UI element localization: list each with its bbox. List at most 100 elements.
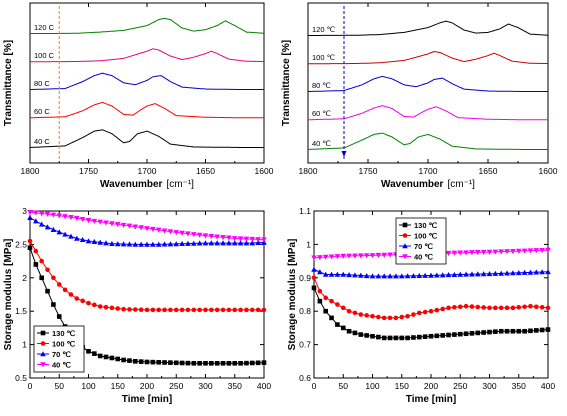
data-point [422, 334, 428, 339]
data-point [352, 272, 358, 278]
data-point [539, 247, 545, 254]
data-point [144, 241, 150, 247]
data-point [504, 305, 510, 311]
x-tick-label: 1700 [138, 166, 157, 176]
data-point [504, 249, 510, 255]
y-tick-label: 1.1 [299, 206, 311, 216]
data-point [510, 328, 516, 334]
data-point [346, 308, 352, 314]
data-point [161, 228, 168, 234]
data-point [481, 305, 486, 310]
data-point [545, 268, 551, 275]
data-point [387, 252, 393, 258]
data-point [317, 255, 323, 261]
x-axis-label: Wavenumber [cm⁻¹] [100, 179, 194, 190]
data-point [232, 361, 238, 366]
data-point [196, 240, 203, 246]
data-point [220, 307, 226, 313]
data-point [539, 305, 545, 310]
data-point [167, 241, 174, 247]
data-point [387, 315, 393, 321]
series-markers-2 [311, 275, 551, 321]
data-point [328, 271, 335, 277]
data-point [56, 213, 63, 219]
data-point [197, 361, 202, 366]
data-point [405, 335, 410, 341]
data-point [381, 252, 387, 258]
series-markers-3 [27, 214, 267, 247]
legend-marker [40, 330, 46, 336]
data-point [498, 249, 504, 255]
data-point [475, 250, 481, 256]
legend-marker [40, 362, 46, 368]
data-point [417, 334, 422, 340]
data-point [33, 262, 39, 267]
data-point [446, 332, 451, 338]
data-point [510, 270, 516, 276]
chart-panel-4: 0 50 100 150 200 250 300 350 400 Time [min] Storag… [287, 206, 555, 405]
data-point [33, 218, 39, 224]
x-tick-label: 1800 [21, 166, 40, 176]
data-point [528, 328, 533, 334]
legend: 130 ℃ 100 ℃70 ℃ 40 ℃ [33, 325, 85, 373]
data-point [452, 305, 457, 310]
data-point [428, 272, 434, 278]
data-point [244, 307, 249, 313]
data-point [323, 295, 329, 301]
data-point [115, 306, 121, 311]
data-point [521, 248, 528, 254]
series-label: 120 ℃ [312, 25, 336, 34]
data-point [196, 232, 203, 238]
legend-marker [40, 351, 46, 357]
data-point [358, 332, 364, 337]
data-point [493, 329, 498, 334]
data-point [434, 307, 440, 313]
data-point [191, 232, 197, 238]
data-point [335, 302, 340, 307]
data-point [214, 234, 220, 240]
data-point [498, 305, 504, 311]
data-point [364, 333, 369, 338]
data-point [185, 360, 191, 366]
data-point [510, 248, 516, 255]
data-point [486, 270, 493, 277]
data-point [185, 231, 191, 237]
y-tick-label: 0.8 [299, 306, 311, 316]
data-point [250, 360, 255, 366]
data-point [56, 229, 63, 235]
data-point [504, 328, 510, 334]
series-label: 100 C [34, 51, 55, 60]
data-point [440, 306, 446, 312]
data-point [103, 220, 109, 226]
data-point [487, 329, 492, 335]
series-line-2 [308, 50, 548, 65]
x-axis-label: Time [min] [406, 394, 456, 405]
data-point [185, 240, 191, 246]
y-tick-label: 2.5 [15, 239, 27, 249]
data-point [498, 270, 504, 276]
data-point [393, 335, 399, 341]
data-point [469, 304, 475, 309]
data-point [545, 247, 551, 253]
data-point [92, 302, 97, 308]
data-point [534, 304, 539, 310]
y-tick-label: 1.5 [15, 306, 27, 316]
data-point [114, 241, 121, 247]
y-axis-label: Storage modulus [MPa] [287, 239, 298, 351]
data-point [121, 306, 126, 312]
x-tick-label: 1700 [419, 166, 438, 176]
data-point [463, 331, 469, 337]
series-label: 40 C [34, 137, 50, 146]
data-point [446, 305, 451, 311]
data-point [173, 360, 179, 366]
data-point [68, 214, 74, 221]
data-point [86, 300, 91, 306]
data-point [62, 231, 68, 237]
legend-marker [402, 222, 408, 228]
data-point [376, 314, 381, 320]
data-point [504, 270, 510, 276]
data-point [68, 292, 74, 297]
data-point [138, 307, 144, 312]
data-point [399, 335, 405, 341]
